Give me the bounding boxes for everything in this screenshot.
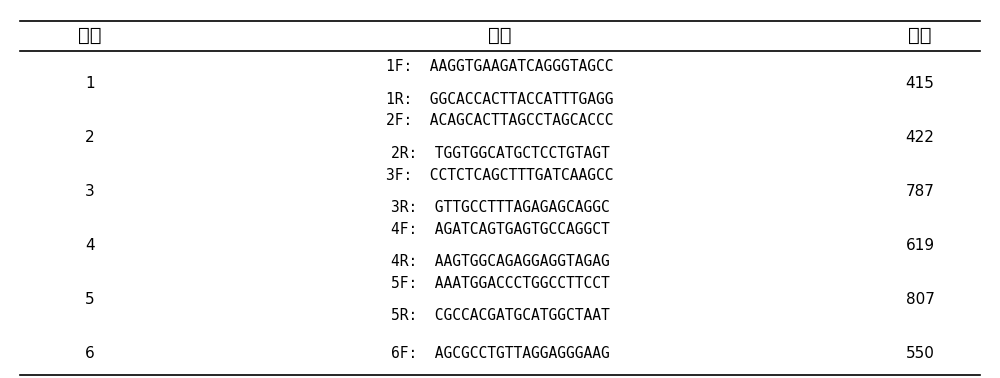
Text: 5: 5: [85, 292, 95, 307]
Text: 619: 619: [905, 238, 935, 253]
Text: 3F:  CCTCTCAGCTTTGATCAAGCC: 3F: CCTCTCAGCTTTGATCAAGCC: [386, 167, 614, 183]
Text: 4F:  AGATCAGTGAGTGCCAGGCT: 4F: AGATCAGTGAGTGCCAGGCT: [391, 222, 609, 237]
Text: 2R:  TGGTGGCATGCTCCTGTAGT: 2R: TGGTGGCATGCTCCTGTAGT: [391, 146, 609, 161]
Text: 5F:  AAATGGACCCTGGCCTTCCT: 5F: AAATGGACCCTGGCCTTCCT: [391, 276, 609, 291]
Text: 415: 415: [906, 76, 934, 91]
Text: 3: 3: [85, 184, 95, 199]
Text: 6: 6: [85, 346, 95, 361]
Text: 550: 550: [906, 346, 934, 361]
Text: 422: 422: [906, 130, 934, 145]
Text: 1R:  GGCACCACTTACCATTTGAGG: 1R: GGCACCACTTACCATTTGAGG: [386, 92, 614, 107]
Text: 1F:  AAGGTGAAGATCAGGGTAGCC: 1F: AAGGTGAAGATCAGGGTAGCC: [386, 59, 614, 74]
Text: 4R:  AAGTGGCAGAGGAGGTAGAG: 4R: AAGTGGCAGAGGAGGTAGAG: [391, 254, 609, 269]
Text: 807: 807: [906, 292, 934, 307]
Text: 6F:  AGCGCCTGTTAGGAGGGAAG: 6F: AGCGCCTGTTAGGAGGGAAG: [391, 346, 609, 361]
Text: 787: 787: [906, 184, 934, 199]
Text: 2: 2: [85, 130, 95, 145]
Text: 1: 1: [85, 76, 95, 91]
Text: 4: 4: [85, 238, 95, 253]
Text: 片段: 片段: [78, 26, 102, 45]
Text: 5R:  CGCCACGATGCATGGCTAAT: 5R: CGCCACGATGCATGGCTAAT: [391, 308, 609, 323]
Text: 长度: 长度: [908, 26, 932, 45]
Text: 2F:  ACAGCACTTAGCCTAGCACCC: 2F: ACAGCACTTAGCCTAGCACCC: [386, 113, 614, 129]
Text: 引物: 引物: [488, 26, 512, 45]
Text: 3R:  GTTGCCTTTAGAGAGCAGGC: 3R: GTTGCCTTTAGAGAGCAGGC: [391, 200, 609, 215]
